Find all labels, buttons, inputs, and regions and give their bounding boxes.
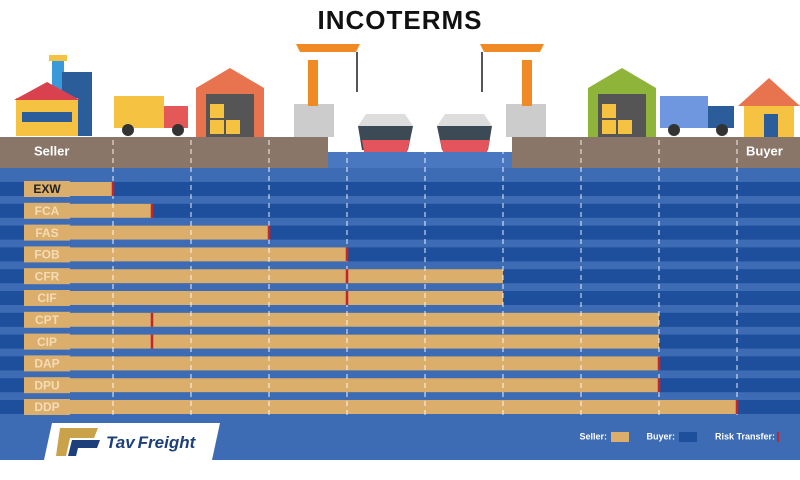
- illustrations: [0, 44, 800, 168]
- brand-part: Tav: [106, 433, 136, 452]
- category-label: DAP: [34, 357, 59, 371]
- category-label: DDP: [34, 400, 59, 414]
- seller-bar: [70, 247, 347, 262]
- label-box: [24, 311, 70, 328]
- label-box: [24, 355, 70, 372]
- category-label: CFR: [35, 269, 60, 283]
- category-label: CPT: [35, 313, 60, 327]
- category-label: DPU: [34, 378, 59, 392]
- seller-bar: [70, 356, 659, 371]
- legend-label: Buyer:: [646, 431, 675, 441]
- logo-mark: [56, 428, 98, 456]
- label-box: [24, 290, 70, 306]
- seller-bar: [70, 225, 269, 240]
- start-label: Seller: [34, 143, 69, 158]
- category-label: CIF: [37, 291, 56, 305]
- legend-swatch: [679, 432, 697, 442]
- seller-bar: [70, 334, 659, 349]
- chart-title: INCOTERMS: [318, 5, 483, 35]
- seller-bar: [70, 312, 659, 327]
- seller-bar: [70, 378, 659, 393]
- category-label: CIP: [37, 335, 57, 349]
- end-label: Buyer: [746, 143, 783, 158]
- label-box: [24, 202, 70, 219]
- label-box: [24, 377, 70, 394]
- seller-bar: [70, 203, 152, 218]
- legend-swatch: [611, 432, 629, 442]
- label-box: [24, 181, 70, 197]
- seller-bar: [70, 182, 113, 196]
- label-box: [24, 399, 70, 415]
- seller-bar: [70, 400, 737, 414]
- category-label: FAS: [35, 226, 58, 240]
- label-box: [24, 333, 70, 350]
- label-box: [24, 246, 70, 263]
- logo-mark: [68, 440, 100, 456]
- label-box: [24, 224, 70, 241]
- buyer-band: [0, 182, 800, 196]
- label-box: [24, 268, 70, 285]
- brand: Tav Freight: [106, 433, 197, 452]
- category-label: FCA: [35, 204, 60, 218]
- buyer-band: [0, 203, 800, 218]
- legend-label: Risk Transfer:: [715, 431, 775, 441]
- seller-bar: [70, 291, 503, 305]
- category-label: FOB: [34, 248, 60, 262]
- brand-part: Freight: [138, 433, 197, 452]
- category-label: EXW: [33, 182, 61, 196]
- legend-label: Seller:: [579, 431, 607, 441]
- seller-bar: [70, 269, 503, 284]
